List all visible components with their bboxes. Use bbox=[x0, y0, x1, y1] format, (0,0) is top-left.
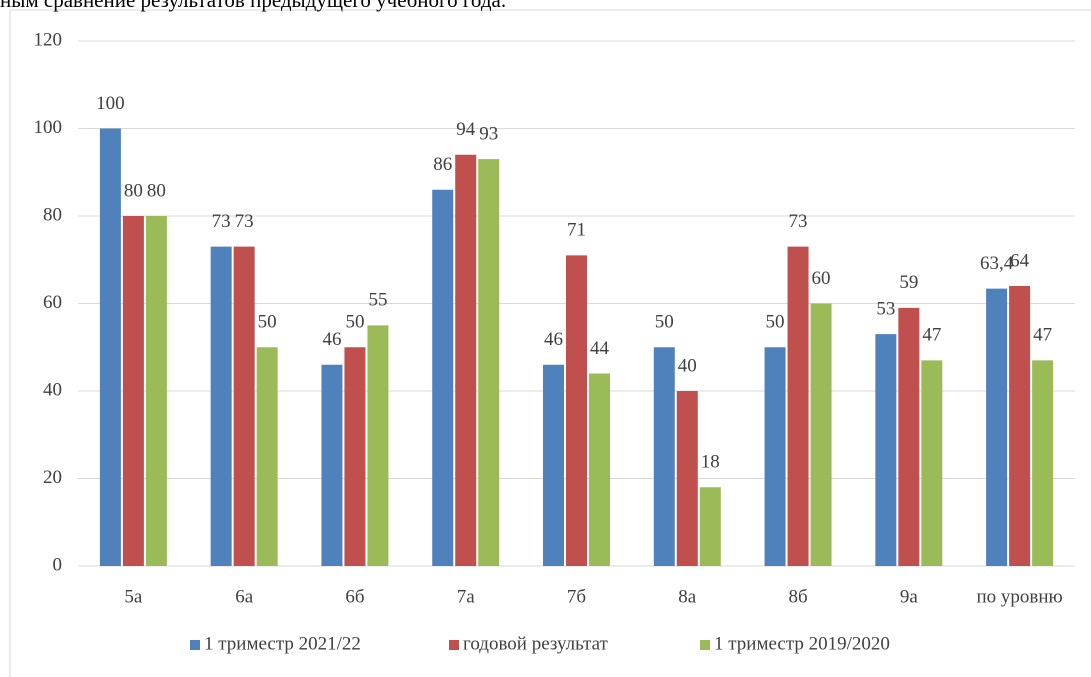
bar bbox=[921, 360, 943, 566]
value-label: 55 bbox=[368, 290, 387, 311]
bar bbox=[145, 216, 167, 566]
legend-label: годовой результат bbox=[463, 633, 609, 654]
value-label: 73 bbox=[212, 211, 231, 232]
value-label: 18 bbox=[701, 452, 720, 473]
bar bbox=[321, 364, 343, 566]
bar bbox=[455, 154, 477, 566]
bar bbox=[810, 303, 832, 566]
value-label: 80 bbox=[124, 180, 143, 201]
x-tick-label: 9а bbox=[900, 586, 919, 607]
y-tick-label: 40 bbox=[43, 379, 62, 400]
bar bbox=[986, 288, 1008, 566]
value-label: 50 bbox=[345, 312, 364, 333]
value-label: 46 bbox=[322, 329, 341, 350]
value-label: 60 bbox=[812, 268, 831, 289]
value-label: 59 bbox=[899, 272, 918, 293]
bar bbox=[653, 347, 675, 566]
x-tick-label: 5а bbox=[124, 586, 143, 607]
value-label: 47 bbox=[922, 325, 941, 346]
bar bbox=[699, 487, 721, 566]
y-tick-label: 120 bbox=[34, 29, 63, 50]
bar bbox=[787, 246, 809, 566]
bar bbox=[344, 347, 366, 566]
x-tick-label: 8а bbox=[678, 586, 697, 607]
y-tick-label: 20 bbox=[43, 467, 62, 488]
bar bbox=[367, 325, 389, 566]
value-label: 40 bbox=[678, 355, 697, 376]
bar bbox=[1009, 286, 1031, 566]
legend-swatch bbox=[449, 640, 459, 650]
bar bbox=[432, 189, 454, 566]
value-label: 50 bbox=[766, 312, 785, 333]
y-tick-label: 100 bbox=[34, 117, 63, 138]
y-tick-label: 0 bbox=[53, 554, 63, 575]
value-label: 71 bbox=[567, 220, 586, 241]
value-label: 73 bbox=[789, 211, 808, 232]
legend-label: 1 триместр 2021/22 bbox=[204, 633, 361, 654]
bar bbox=[676, 391, 698, 566]
legend-label: 1 триместр 2019/2020 bbox=[714, 633, 890, 654]
x-tick-label: 7б bbox=[567, 586, 586, 607]
value-label: 50 bbox=[258, 312, 277, 333]
x-tick-label: по уровню bbox=[976, 586, 1062, 607]
value-label: 86 bbox=[433, 154, 452, 175]
value-label: 53 bbox=[876, 298, 895, 319]
x-tick-label: 6б bbox=[345, 586, 364, 607]
bar bbox=[478, 159, 500, 566]
value-label: 50 bbox=[655, 312, 674, 333]
chart-frame bbox=[9, 9, 1091, 677]
bar bbox=[1032, 360, 1054, 566]
y-tick-label: 80 bbox=[43, 204, 62, 225]
bar bbox=[122, 216, 144, 566]
bar bbox=[210, 246, 232, 566]
value-label: 94 bbox=[456, 119, 476, 140]
bar bbox=[543, 364, 564, 566]
y-tick-label: 60 bbox=[43, 292, 62, 313]
bar bbox=[256, 347, 278, 566]
bar bbox=[566, 255, 587, 566]
value-label: 64 bbox=[1010, 250, 1030, 271]
value-label: 100 bbox=[96, 93, 125, 114]
value-label: 73 bbox=[235, 211, 254, 232]
caption: ным сравнение результатов предыдущего уч… bbox=[0, 0, 506, 12]
x-tick-label: 6а bbox=[235, 586, 254, 607]
bar bbox=[99, 128, 121, 566]
value-label: 93 bbox=[479, 123, 498, 144]
value-label: 63,4 bbox=[980, 253, 1014, 274]
value-label: 47 bbox=[1033, 325, 1052, 346]
legend-swatch bbox=[190, 640, 200, 650]
bar bbox=[875, 334, 897, 566]
value-label: 80 bbox=[147, 180, 166, 201]
legend-swatch bbox=[700, 640, 710, 650]
value-label: 44 bbox=[590, 338, 610, 359]
value-label: 46 bbox=[544, 329, 563, 350]
bar bbox=[233, 246, 255, 566]
bar bbox=[764, 347, 786, 566]
bar bbox=[898, 307, 920, 566]
x-tick-label: 8б bbox=[788, 586, 807, 607]
bar bbox=[589, 373, 610, 566]
x-tick-label: 7а bbox=[457, 586, 476, 607]
